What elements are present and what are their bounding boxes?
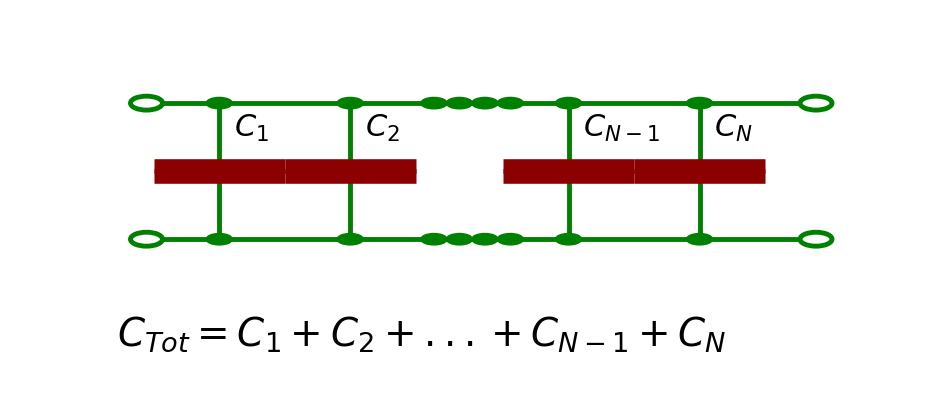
Circle shape	[498, 97, 523, 109]
Circle shape	[686, 97, 713, 109]
Text: $C_{N-1}$: $C_{N-1}$	[583, 113, 660, 144]
Circle shape	[556, 97, 581, 109]
Circle shape	[556, 233, 581, 245]
Circle shape	[207, 97, 232, 109]
Circle shape	[337, 233, 363, 245]
Circle shape	[498, 233, 523, 245]
Circle shape	[207, 233, 232, 245]
Circle shape	[800, 96, 832, 110]
Text: $C_{2}$: $C_{2}$	[365, 113, 400, 144]
Circle shape	[471, 97, 498, 109]
Circle shape	[131, 96, 162, 110]
Circle shape	[686, 233, 713, 245]
Circle shape	[800, 232, 832, 246]
Circle shape	[446, 97, 472, 109]
Circle shape	[337, 97, 363, 109]
Circle shape	[471, 233, 498, 245]
Circle shape	[421, 233, 447, 245]
Circle shape	[446, 233, 472, 245]
Text: $C_{1}$: $C_{1}$	[234, 113, 269, 144]
Text: $C_{N}$: $C_{N}$	[715, 113, 753, 144]
Circle shape	[421, 97, 447, 109]
Circle shape	[131, 232, 162, 246]
Text: $C_{Tot} = C_1 + C_2 + ... + C_{N-1} + C_N$: $C_{Tot} = C_1 + C_2 + ... + C_{N-1} + C…	[117, 314, 727, 354]
